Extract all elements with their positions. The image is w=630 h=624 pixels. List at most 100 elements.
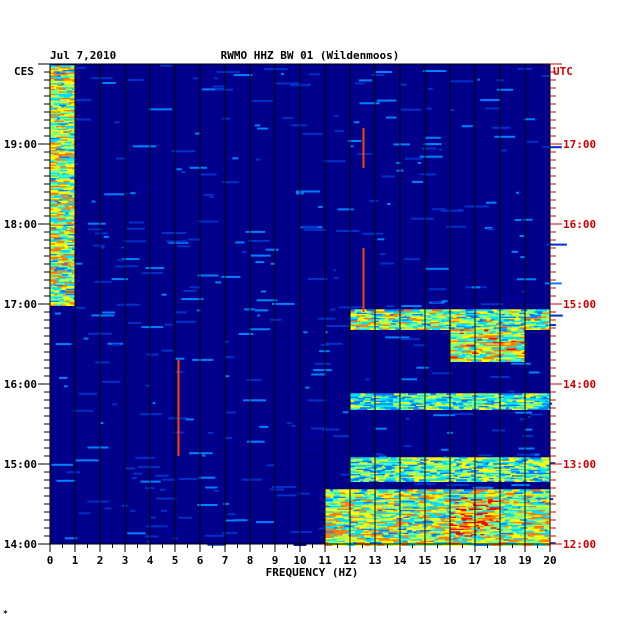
- heatmap-cell: [497, 520, 505, 522]
- heatmap-cell: [50, 194, 55, 197]
- heatmap-cell: [72, 248, 75, 250]
- heatmap-cell: [476, 340, 488, 342]
- heatmap-cell: [493, 465, 497, 468]
- heatmap-cell: [365, 314, 375, 317]
- heatmap-cell: [541, 75, 551, 77]
- heatmap-cell: [515, 462, 524, 465]
- heatmap-cell: [72, 276, 75, 278]
- heatmap-cell: [232, 157, 239, 160]
- heatmap-cell: [513, 396, 524, 398]
- heatmap-cell: [360, 472, 370, 474]
- heatmap-cell: [436, 469, 442, 472]
- heatmap-cell: [495, 406, 506, 409]
- heatmap-cell: [498, 525, 505, 528]
- heatmap-cell: [69, 278, 75, 281]
- heatmap-cell: [519, 235, 525, 238]
- heatmap-cell: [538, 473, 542, 476]
- heatmap-cell: [457, 338, 467, 341]
- heatmap-cell: [404, 314, 407, 317]
- heatmap-cell: [417, 502, 425, 505]
- heatmap-cell: [476, 533, 481, 536]
- heatmap-cell: [50, 174, 59, 177]
- heatmap-cell: [104, 193, 125, 196]
- heatmap-cell: [50, 177, 56, 180]
- heatmap-cell: [469, 404, 473, 406]
- heatmap-cell: [452, 317, 460, 320]
- heatmap-cell: [442, 544, 449, 546]
- heatmap-cell: [412, 466, 421, 469]
- heatmap-cell: [532, 529, 540, 532]
- heatmap-cell: [58, 152, 66, 154]
- heatmap-cell: [67, 92, 72, 94]
- heatmap-cell: [72, 174, 75, 177]
- heatmap-cell: [474, 321, 479, 324]
- heatmap-cell: [519, 313, 529, 316]
- heatmap-cell: [59, 258, 69, 261]
- heatmap-cell: [454, 326, 462, 329]
- heatmap-cell: [354, 466, 360, 469]
- heatmap-cell: [498, 328, 508, 330]
- heatmap-cell: [341, 528, 346, 530]
- heatmap-cell: [443, 532, 455, 534]
- heatmap-cell: [540, 457, 548, 460]
- heatmap-cell: [54, 229, 60, 232]
- heatmap-cell: [345, 509, 354, 512]
- heatmap-cell: [452, 310, 462, 313]
- heatmap-cell: [388, 405, 395, 408]
- heatmap-cell: [400, 509, 409, 512]
- heatmap-cell: [512, 313, 520, 316]
- heatmap-cell: [546, 500, 550, 502]
- heatmap-cell: [53, 120, 65, 122]
- heatmap-cell: [336, 502, 346, 505]
- heatmap-cell: [386, 305, 395, 308]
- heatmap-cell: [490, 541, 499, 544]
- heatmap-cell: [514, 492, 524, 494]
- heatmap-cell: [445, 516, 451, 518]
- heatmap-cell: [385, 310, 391, 313]
- heatmap-cell: [462, 394, 473, 397]
- heatmap-cell: [375, 406, 381, 409]
- heatmap-cell: [391, 520, 399, 522]
- heatmap-cell: [476, 461, 483, 464]
- heatmap-cell: [68, 258, 73, 261]
- heatmap-cell: [460, 318, 471, 321]
- heatmap-cell: [50, 276, 59, 278]
- heatmap-cell: [538, 498, 541, 501]
- heatmap-cell: [64, 240, 69, 242]
- heatmap-cell: [467, 470, 477, 473]
- heatmap-cell: [503, 476, 508, 478]
- heatmap-cell: [431, 509, 437, 512]
- heatmap-cell: [442, 309, 451, 312]
- heatmap-cell: [543, 321, 549, 324]
- heatmap-cell: [513, 490, 517, 493]
- heatmap-cell: [477, 526, 480, 529]
- heatmap-cell: [380, 401, 386, 404]
- heatmap-cell: [481, 350, 492, 353]
- heatmap-cell: [452, 412, 474, 415]
- heatmap-cell: [516, 348, 525, 350]
- heatmap-cell: [453, 480, 457, 482]
- heatmap-cell: [406, 504, 417, 506]
- heatmap-cell: [50, 162, 57, 165]
- heatmap-cell: [521, 521, 533, 524]
- heatmap-cell: [72, 268, 75, 270]
- heatmap-cell: [356, 541, 365, 544]
- heatmap-cell: [371, 474, 376, 477]
- heatmap-cell: [466, 462, 475, 465]
- heatmap-cell: [458, 544, 469, 546]
- heatmap-cell: [374, 512, 383, 514]
- heatmap-cell: [68, 186, 74, 189]
- heatmap-cell: [462, 462, 467, 465]
- heatmap-cell: [431, 524, 434, 526]
- heatmap-cell: [325, 500, 333, 502]
- heatmap-cell: [527, 518, 538, 521]
- heatmap-cell: [510, 534, 521, 537]
- heatmap-cell: [465, 472, 476, 474]
- heatmap-cell: [50, 182, 58, 185]
- heatmap-cell: [483, 394, 495, 397]
- heatmap-cell: [327, 497, 339, 500]
- heatmap-cell: [531, 468, 539, 470]
- heatmap-cell: [59, 157, 69, 160]
- heatmap-cell: [63, 204, 71, 206]
- heatmap-cell: [475, 496, 482, 498]
